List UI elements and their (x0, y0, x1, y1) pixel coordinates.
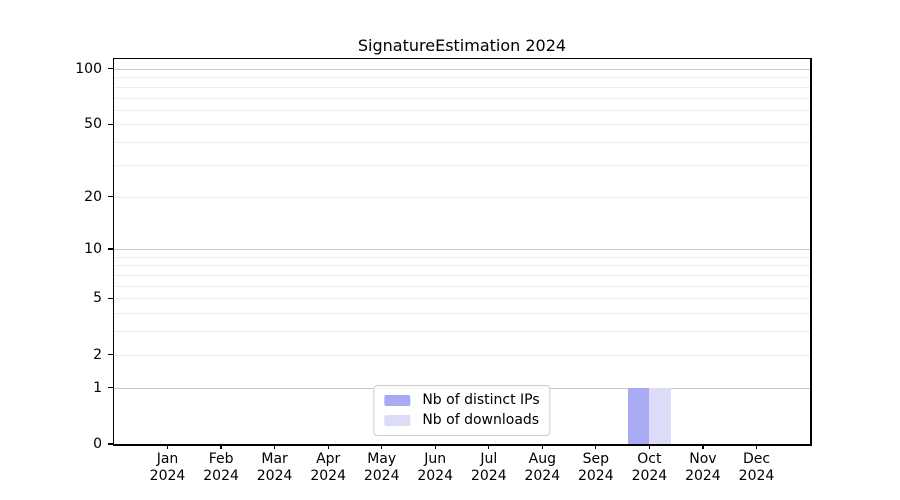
spine-left (112, 57, 114, 446)
y-gridline-minor (114, 256, 810, 258)
y-gridline-major (114, 124, 810, 126)
x-tick-label-oct: Oct 2024 (619, 451, 679, 485)
y-gridline-minor (114, 285, 810, 287)
x-tick-mark (327, 444, 329, 449)
x-tick-year: 2024 (738, 468, 775, 484)
y-gridline-minor (114, 275, 810, 276)
y-gridline-minor (114, 97, 810, 99)
x-tick-year: 2024 (631, 468, 668, 484)
legend-entry: Nb of distinct IPs (384, 392, 540, 408)
x-tick-mark (648, 444, 651, 449)
x-tick-mark (488, 444, 490, 449)
x-tick-mark (755, 444, 758, 449)
y-tick-mark (107, 248, 113, 250)
x-tick-label-mar: Mar 2024 (245, 451, 305, 485)
x-tick-month: Aug (528, 451, 556, 467)
y-tick-label: 50 (84, 116, 102, 133)
legend-label: Nb of distinct IPs (422, 392, 540, 408)
y-tick-mark (107, 195, 113, 198)
x-tick-month: Nov (689, 451, 717, 467)
y-tick-mark (107, 297, 113, 299)
x-tick-year: 2024 (256, 468, 293, 484)
x-tick-mark (702, 444, 704, 449)
x-tick-month: Jul (480, 451, 498, 467)
x-tick-month: Dec (742, 451, 771, 467)
x-tick-month: Apr (316, 451, 341, 467)
bar-nb-of-distinct-ips (628, 387, 650, 444)
bar-nb-of-downloads (649, 387, 671, 444)
x-tick-year: 2024 (363, 468, 400, 484)
y-gridline-minor (114, 142, 810, 144)
x-tick-label-may: May 2024 (352, 451, 412, 485)
x-tick-month: Sep (582, 451, 609, 467)
legend-swatch-nb-of-downloads (384, 415, 411, 426)
x-tick-label-jun: Jun 2024 (405, 451, 465, 485)
x-tick-year: 2024 (577, 468, 614, 484)
x-tick-label-jan: Jan 2024 (138, 451, 198, 485)
x-tick-mark (220, 444, 222, 449)
y-gridline-minor (114, 86, 810, 88)
y-tick-mark (107, 387, 113, 389)
x-tick-label-nov: Nov 2024 (673, 451, 733, 485)
chart-title: SignatureEstimation 2024 (357, 36, 567, 55)
x-tick-month: Jun (424, 451, 447, 467)
y-gridline-minor (114, 313, 810, 315)
y-gridline-minor (114, 77, 810, 79)
y-tick-mark (107, 354, 113, 356)
x-tick-label-aug: Aug 2024 (512, 451, 572, 485)
spine-right (810, 57, 812, 446)
x-tick-month: Mar (261, 451, 288, 467)
plot-area: Nb of distinct IPs Nb of downloads (112, 57, 812, 446)
y-tick-label: 2 (93, 346, 102, 363)
x-tick-mark (381, 444, 383, 449)
x-tick-month: May (367, 451, 397, 467)
x-tick-year: 2024 (310, 468, 346, 484)
x-tick-label-apr: Apr 2024 (298, 451, 358, 485)
y-gridline-minor (114, 331, 810, 333)
legend-entry: Nb of downloads (384, 413, 539, 428)
x-tick-mark (541, 444, 543, 449)
spine-bottom (112, 444, 812, 446)
y-gridline-minor (114, 164, 810, 166)
y-tick-label: 0 (93, 436, 102, 452)
x-tick-label-dec: Dec 2024 (727, 451, 787, 485)
x-tick-year: 2024 (524, 468, 561, 484)
legend: Nb of distinct IPs Nb of downloads (373, 385, 551, 436)
y-gridline-major (114, 298, 810, 300)
x-tick-mark (434, 444, 436, 449)
x-tick-month: Feb (208, 451, 234, 467)
y-gridline-minor (114, 265, 810, 267)
y-tick-mark (107, 443, 113, 445)
x-tick-label-sep: Sep 2024 (566, 451, 626, 485)
y-gridline-major (114, 196, 810, 198)
y-gridline-minor (114, 109, 810, 111)
x-tick-year: 2024 (149, 468, 186, 484)
y-gridline-major (114, 68, 810, 70)
legend-label: Nb of downloads (422, 412, 540, 428)
x-tick-label-feb: Feb 2024 (191, 451, 251, 485)
x-tick-year: 2024 (470, 468, 507, 484)
y-tick-mark (107, 68, 113, 70)
x-tick-label-jul: Jul 2024 (459, 451, 519, 485)
y-gridline-major (114, 249, 810, 251)
y-tick-label: 1 (93, 379, 102, 396)
x-tick-month: Oct (637, 451, 662, 467)
y-tick-label: 10 (84, 241, 102, 258)
x-tick-month: Jan (156, 451, 179, 467)
x-tick-year: 2024 (203, 468, 239, 484)
y-tick-label: 20 (84, 188, 102, 205)
y-tick-mark (107, 123, 113, 126)
x-tick-mark (273, 444, 276, 449)
y-tick-label: 100 (75, 60, 102, 77)
x-tick-mark (166, 444, 169, 449)
x-tick-year: 2024 (417, 468, 453, 484)
x-tick-year: 2024 (685, 468, 721, 484)
legend-swatch-nb-of-distinct-ips (384, 395, 411, 406)
x-tick-mark (595, 444, 597, 449)
y-gridline-major (114, 354, 810, 356)
y-tick-label: 5 (93, 290, 102, 307)
spine-top (112, 57, 812, 59)
